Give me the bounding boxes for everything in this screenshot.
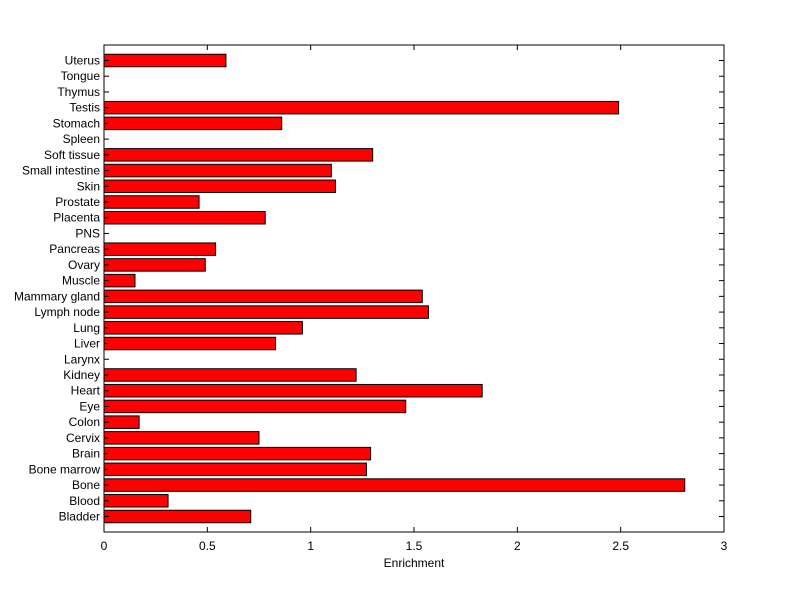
bar-eye [103,399,407,414]
bar-small-intestine [103,163,332,178]
x-tick-label: 3 [721,539,728,553]
bar-mammary-gland [103,289,423,304]
x-axis-ticks: 0 0.5 1 1.5 2 2.5 3 [101,45,728,553]
y-tick-label: Heart [71,384,101,398]
bar-kidney [103,368,357,382]
bar-uterus [103,53,227,68]
bar-skin [103,179,336,194]
bar-stomach [103,116,283,131]
bar-lung [103,321,303,335]
y-tick-label: Skin [77,179,100,193]
bar-soft-tissue [103,148,374,162]
y-tick-label: Liver [74,337,100,351]
bar-ovary [103,258,206,272]
x-tick-label: 2 [514,539,521,553]
bar-testis [103,100,620,115]
y-tick-label: Testis [69,101,100,115]
y-tick-label: Placenta [53,211,100,225]
y-tick-label: Kidney [63,368,100,382]
y-tick-label: Bladder [59,510,100,524]
bar-blood [103,494,169,508]
x-tick-label: 0.5 [199,539,216,553]
bar-heart [103,383,483,398]
bars-group [103,53,686,524]
bar-cervix [103,431,260,445]
bar-bladder [103,509,252,524]
y-tick-label: Prostate [55,195,100,209]
y-tick-label: Blood [69,494,100,508]
y-tick-label: Mammary gland [14,289,100,303]
y-tick-label: Uterus [65,54,100,68]
bar-liver [103,336,277,351]
y-tick-label: Spleen [63,132,100,146]
y-tick-label: Soft tissue [44,148,100,162]
y-tick-label: PNS [75,226,100,240]
y-tick-label: Brain [72,447,100,461]
y-tick-label: Cervix [66,431,100,445]
y-tick-label: Thymus [57,85,100,99]
y-tick-label: Ovary [68,258,100,272]
y-tick-label: Bone marrow [29,462,101,476]
y-tick-label: Eye [79,399,100,413]
y-tick-label: Tongue [61,69,101,83]
y-tick-label: Lymph node [34,305,100,319]
bar-brain [103,446,372,461]
bar-prostate [103,195,200,209]
y-tick-label: Pancreas [49,242,100,256]
y-tick-label: Muscle [62,274,100,288]
y-tick-label: Colon [69,415,100,429]
y-tick-label: Larynx [64,352,100,366]
x-axis-label: Enrichment [384,556,445,570]
bar-colon [103,415,140,429]
bar-bone-marrow [103,462,367,477]
bar-pancreas [103,242,217,256]
bar-bone [103,478,686,492]
x-tick-label: 0 [101,539,108,553]
y-tick-label: Bone [72,478,100,492]
x-tick-label: 1.5 [406,539,423,553]
x-tick-label: 2.5 [612,539,629,553]
y-tick-label: Stomach [53,116,100,130]
bar-lymph-node [103,305,429,319]
bar-placenta [103,210,266,225]
y-tick-label: Lung [73,321,100,335]
x-tick-label: 1 [307,539,314,553]
y-tick-label: Small intestine [22,164,100,178]
